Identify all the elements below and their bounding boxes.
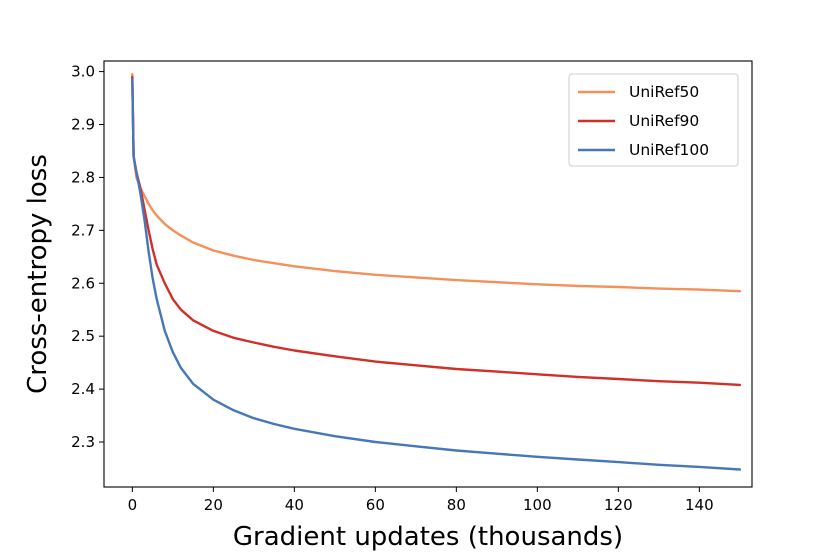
y-tick-label: 2.4 (71, 380, 95, 398)
y-tick-label: 2.8 (71, 168, 95, 186)
x-tick-label: 20 (204, 496, 223, 514)
legend-label: UniRef100 (629, 141, 709, 159)
x-axis-label: Gradient updates (thousands) (233, 522, 623, 552)
x-tick-label: 60 (366, 496, 385, 514)
y-tick-label: 2.7 (71, 221, 95, 239)
legend: UniRef50 UniRef90 UniRef100 (568, 73, 739, 167)
y-tick-label: 3.0 (71, 63, 95, 81)
x-tick-label: 80 (447, 496, 466, 514)
x-tick-label: 140 (685, 496, 714, 514)
ticks-layer: 0 20 40 60 80 100 120 140 2.3 2.4 2.5 2.6 2.7 2.8 2.9 3… (71, 63, 714, 514)
x-tick-label: 100 (523, 496, 552, 514)
y-tick-label: 2.5 (71, 327, 95, 345)
series-line-uniref90 (131, 75, 742, 387)
legend-label: UniRef50 (629, 83, 699, 101)
y-tick-label: 2.6 (71, 274, 95, 292)
series-layer (131, 73, 742, 471)
series-line-uniref100 (131, 78, 742, 471)
y-tick-label: 2.9 (71, 116, 95, 134)
plot-frame (103, 60, 753, 488)
legend-box (568, 73, 739, 167)
legend-label: UniRef90 (629, 112, 699, 130)
x-tick-label: 40 (285, 496, 304, 514)
series-line-uniref50 (131, 73, 742, 293)
y-axis-label: Cross-entropy loss (23, 154, 53, 394)
x-tick-label: 120 (604, 496, 633, 514)
x-tick-label: 0 (128, 496, 138, 514)
y-tick-label: 2.3 (71, 433, 95, 451)
